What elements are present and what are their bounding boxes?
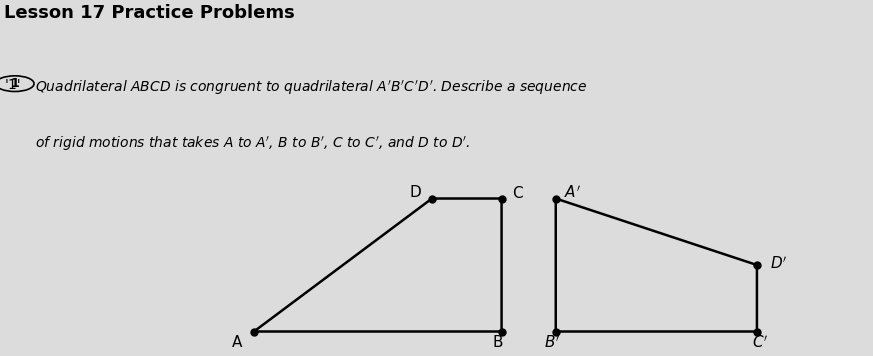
Text: A: A <box>231 335 242 350</box>
Text: of rigid motions that takes $A$ to $A'$, $B$ to $B'$, $C$ to $C'$, and $D$ to $D: of rigid motions that takes $A$ to $A'$,… <box>35 135 471 153</box>
Text: '1': '1' <box>4 78 21 92</box>
Text: $A'$: $A'$ <box>564 184 581 200</box>
Text: D: D <box>409 185 421 200</box>
Text: $B'$: $B'$ <box>544 334 560 351</box>
Text: Quadrilateral $ABCD$ is congruent to quadrilateral $A'B'C'D'$. Describe a sequen: Quadrilateral $ABCD$ is congruent to qua… <box>35 78 588 96</box>
Text: B: B <box>492 335 503 350</box>
Text: $D'$: $D'$ <box>770 255 787 272</box>
Text: C: C <box>512 186 522 201</box>
Text: $C'$: $C'$ <box>753 334 769 351</box>
Text: 1: 1 <box>10 77 19 90</box>
Text: Lesson 17 Practice Problems: Lesson 17 Practice Problems <box>4 4 295 22</box>
